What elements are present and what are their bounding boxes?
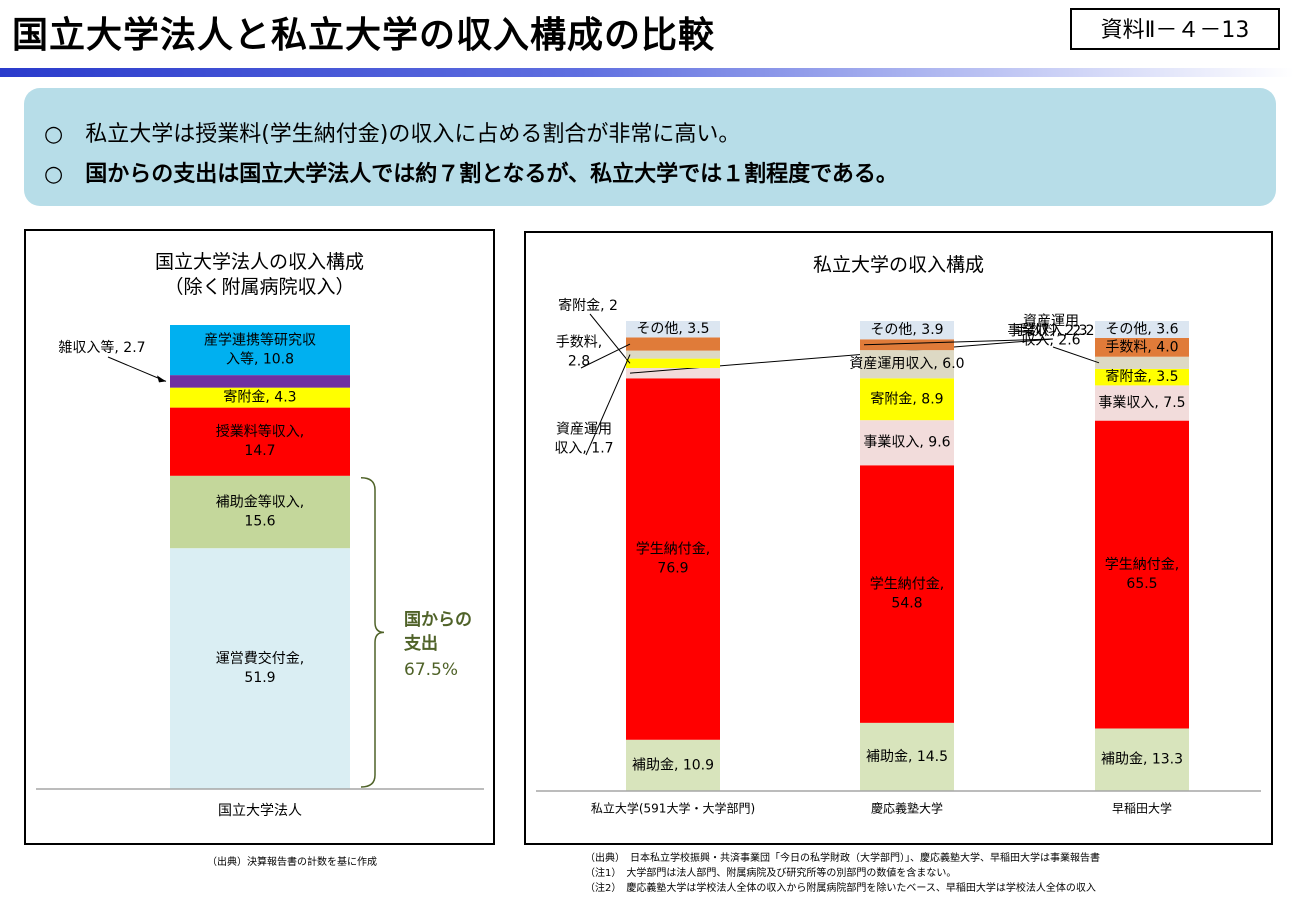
summary-bullet-2: ○ 国からの支出は国立大学法人では約７割となるが、私立大学では１割程度である。 [44, 162, 898, 187]
x-tick-label-2: 慶応義塾大学 [871, 801, 943, 816]
bar-1-segment-その他 [626, 321, 720, 338]
bar-label-産学連携等研究収入等-line-1: 産学連携等研究収 [204, 332, 316, 349]
bar-2-segment-寄附金 [860, 378, 954, 421]
document-number-badge: 資料Ⅱ－４－13 [1070, 8, 1280, 50]
bar-3-segment-資産運用収入 [1095, 356, 1189, 369]
bar-segment-産学連携等研究収入等 [170, 325, 350, 376]
bar-1-callout-手数料 [580, 343, 631, 369]
bar-label-産学連携等研究収入等-line-2: 入等, 10.8 [226, 351, 294, 368]
bar-1-label-事業収入-line-1: 事業収入, 2.2 [1007, 323, 1094, 339]
bar-1-segment-学生納付金 [626, 378, 720, 740]
bar-1-label-資産運用収入-line-1: 資産運用 [556, 422, 612, 438]
bar-segment-授業料等収入 [170, 407, 350, 476]
bar-segment-補助金等収入 [170, 475, 350, 549]
national-university-stacked-bar-chart: 運営費交付金, 51.9 補助金等収入, 15.6 授業料等収入, 14.7 寄附金, 4.… [36, 325, 484, 819]
bar-3-label-学生納付金-line-2: 65.5 [1126, 576, 1157, 592]
callout-line-雑収入等 [107, 356, 167, 382]
bar-1-label-手数料-line-1: 手数料, [556, 335, 602, 351]
bar-2-label-学生納付金-line-1: 学生納付金, [870, 577, 944, 593]
bar-2-label-補助金-line-1: 補助金, 14.5 [866, 749, 948, 765]
bar-label-授業料等収入-line-1: 授業料等収入, [216, 423, 304, 440]
bar-1-label-その他-line-1: その他, 3.5 [636, 321, 709, 337]
page-title: 国立大学法人と私立大学の収入構成の比較 [12, 15, 716, 56]
bar-3-segment-手数料 [1095, 337, 1189, 357]
bar-1-label-手数料-line-2: 2.8 [568, 354, 590, 370]
bar-3-segment-寄附金 [1095, 368, 1189, 386]
private-chart-source-note-1: （出典） 日本私立学校振興・共済事業団「今日の私学財政（大学部門）」、慶応義塾大… [585, 853, 1100, 864]
national-chart-title-line2: （除く附属病院収入） [164, 276, 355, 298]
national-chart-title: 国立大学法人の収入構成 （除く附属病院収入） [24, 250, 495, 300]
callout-arrow-雑収入等 [157, 375, 166, 383]
bar-2-label-手数料-line-1: 手数料, 2.3 [1014, 323, 1087, 339]
bar-1-segment-事業収入 [626, 368, 720, 379]
bar-2-label-寄附金-line-1: 寄附金, 8.9 [870, 390, 943, 407]
national-chart-source-note: （出典）決算報告書の計数を基に作成 [207, 857, 377, 868]
bar-1-segment-寄附金 [626, 358, 720, 368]
bar-label-運営費交付金-line-2: 51.9 [244, 670, 275, 686]
bar-2-label-学生納付金-line-2: 54.8 [891, 596, 922, 612]
bar-3-label-手数料-line-1: 手数料, 4.0 [1105, 339, 1178, 355]
bar-3-label-補助金-line-1: 補助金, 13.3 [1101, 752, 1183, 768]
bar-3-callout-資産運用収入 [1052, 346, 1100, 364]
bar-1-label-補助金-line-1: 補助金, 10.9 [632, 757, 714, 773]
bar-1-callout-資産運用収入 [585, 354, 631, 456]
bar-1-label-学生納付金-line-2: 76.9 [657, 561, 688, 577]
bar-3-label-事業収入-line-1: 事業収入, 7.5 [1098, 395, 1185, 411]
bar-label-授業料等収入-line-2: 14.7 [244, 443, 275, 459]
bar-segment-運営費交付金 [170, 548, 350, 789]
title-underline [0, 68, 1294, 77]
government-support-bracket [360, 477, 385, 788]
bar-1-label-資産運用収入-line-2: 収入, 1.7 [554, 441, 613, 457]
bar-label-補助金等収入-line-1: 補助金等収入, [216, 493, 304, 510]
bar-2-segment-その他 [860, 321, 954, 340]
bar-3-segment-補助金 [1095, 728, 1189, 791]
bar-2-label-資産運用収入-line-1: 資産運用収入, 6.0 [849, 356, 964, 372]
bar-3-label-その他-line-1: その他, 3.6 [1105, 321, 1178, 337]
bar-2-callout-手数料 [863, 338, 1054, 346]
bar-3-segment-学生納付金 [1095, 420, 1189, 729]
bracket-label-line2: 支出 [404, 633, 438, 654]
bar-1-label-寄附金-line-1: 寄附金, 2 [558, 297, 618, 314]
bar-1-label-学生納付金-line-1: 学生納付金, [636, 542, 710, 558]
private-chart-source-note-3: （注2） 慶応義塾大学は学校法人全体の収入から附属病院部門を除いたベース、早稲田… [585, 883, 1096, 894]
bar-3-label-資産運用収入-line-2: 収入, 2.6 [1021, 333, 1080, 349]
x-tick-label: 国立大学法人 [218, 803, 302, 819]
bar-1-callout-寄附金 [589, 313, 631, 364]
bar-1-segment-資産運用収入 [626, 350, 720, 359]
bar-2-label-事業収入-line-1: 事業収入, 9.6 [863, 435, 950, 451]
bar-3-segment-事業収入 [1095, 385, 1189, 421]
bar-2-segment-学生納付金 [860, 465, 954, 723]
bar-label-補助金等収入-line-2: 15.6 [244, 513, 275, 529]
bar-1-segment-手数料 [626, 337, 720, 351]
bracket-label-line1: 国からの [404, 610, 472, 630]
bracket-label-value: 67.5% [404, 660, 458, 680]
bar-1-segment-補助金 [626, 739, 720, 791]
summary-box [24, 88, 1276, 206]
bar-3-label-寄附金-line-1: 寄附金, 3.5 [1105, 368, 1178, 385]
bar-3-label-学生納付金-line-1: 学生納付金, [1105, 557, 1179, 573]
bar-segment-寄附金 [170, 387, 350, 408]
bar-3-label-資産運用収入-line-1: 資産運用 [1023, 314, 1079, 330]
x-tick-label-3: 早稲田大学 [1112, 801, 1172, 816]
x-tick-label-1: 私立大学(591大学・大学部門) [591, 801, 755, 816]
summary-bullet-1: ○ 私立大学は授業料(学生納付金)の収入に占める割合が非常に高い。 [44, 122, 741, 147]
private-chart-source-note-2: （注1） 大学部門は法人部門、附属病院及び研究所等の別部門の数値を含まない。 [585, 868, 957, 879]
bar-3-segment-その他 [1095, 321, 1189, 338]
bar-2-segment-補助金 [860, 722, 954, 791]
bar-2-label-その他-line-1: その他, 3.9 [870, 322, 943, 338]
bar-2-segment-手数料 [860, 339, 954, 351]
national-chart-title-line1: 国立大学法人の収入構成 [154, 251, 364, 273]
private-chart-title: 私立大学の収入構成 [812, 254, 984, 276]
bar-segment-雑収入等 [170, 375, 350, 388]
bar-label-運営費交付金-line-1: 運営費交付金, [216, 650, 304, 667]
bar-label-寄附金-line-1: 寄附金, 4.3 [223, 389, 296, 406]
bar-label-雑収入等-line-1: 雑収入等, 2.7 [58, 339, 145, 356]
bar-2-segment-資産運用収入 [860, 350, 954, 379]
bar-2-segment-事業収入 [860, 420, 954, 466]
